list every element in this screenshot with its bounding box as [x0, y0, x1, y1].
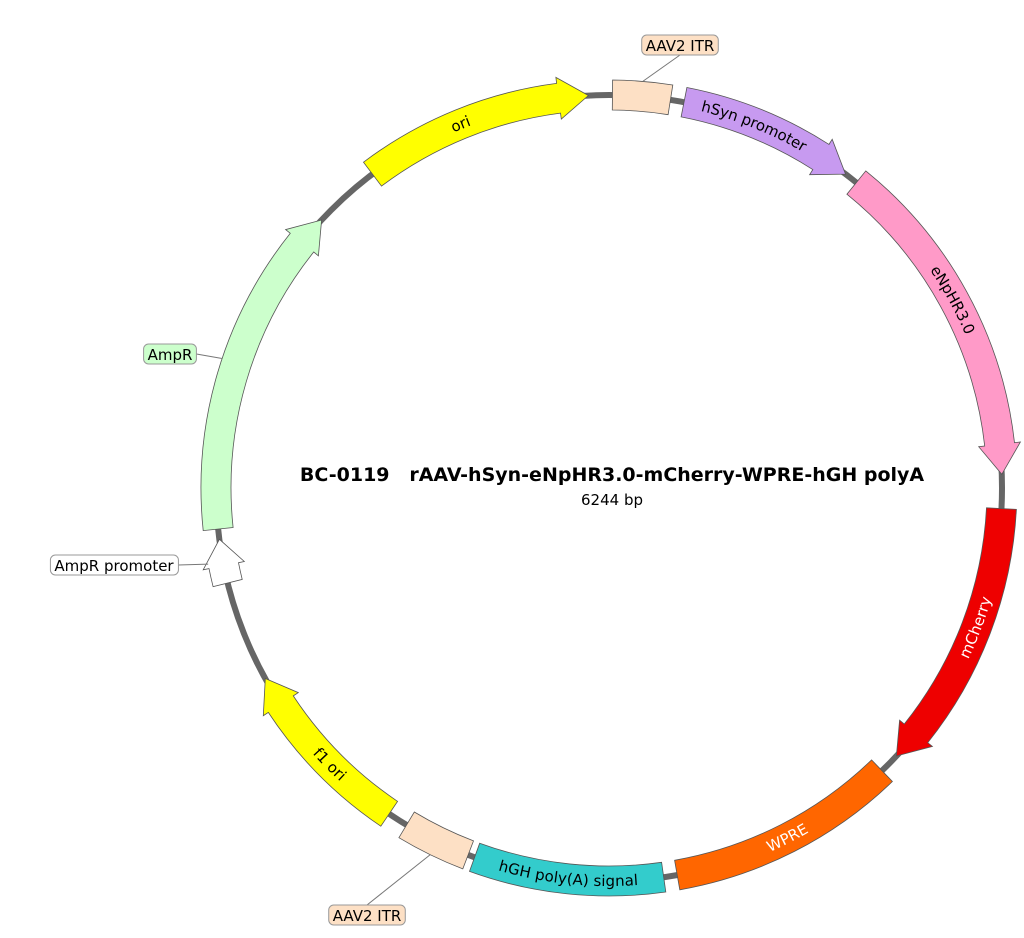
feature-shape [202, 538, 246, 588]
feature-shape [846, 170, 1022, 475]
map-title: BC-0119 rAAV-hSyn-eNpHR3.0-mCherry-WPRE-… [300, 464, 925, 486]
callout-box [641, 34, 719, 56]
feature-shape [468, 842, 667, 897]
callout-box [143, 343, 197, 365]
feature-shape [398, 811, 475, 870]
callout-label: AmpR promoter [54, 557, 174, 575]
callout-label: AAV2 ITR [646, 37, 715, 55]
feature-shape [611, 79, 674, 116]
callout-line [366, 854, 431, 906]
feature-shape [262, 677, 399, 827]
feature-shape [362, 76, 590, 187]
feature-shape [200, 219, 323, 532]
feature-shape [674, 759, 893, 891]
callout-line [196, 353, 223, 360]
feature-shape [680, 87, 847, 176]
callout-label: AmpR [148, 346, 193, 364]
callout-line [178, 563, 209, 566]
callout-box [328, 904, 406, 926]
map-size: 6244 bp [581, 491, 643, 509]
callout-label: AAV2 ITR [333, 907, 402, 925]
feature-shape [895, 507, 1017, 757]
callout-box [49, 554, 179, 576]
callout-line [642, 54, 681, 82]
